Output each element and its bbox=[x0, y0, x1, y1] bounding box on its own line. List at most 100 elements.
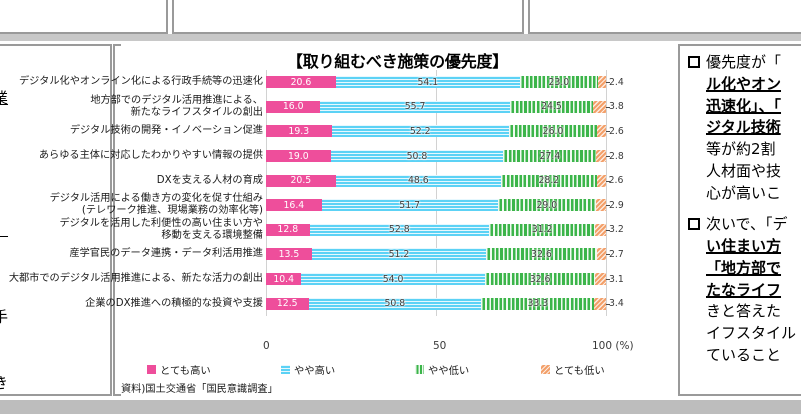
chart-value-label: 33.3 bbox=[527, 298, 549, 310]
chart-value-label: 54.0 bbox=[382, 273, 404, 285]
chart-leader-line bbox=[605, 180, 610, 182]
chart-stacked-bar: 16.4 51.7 29.0 2.9 bbox=[266, 199, 624, 212]
chart-value-label: 3.8 bbox=[608, 101, 624, 113]
left-col-line-9: 点につい bbox=[0, 339, 101, 361]
chart-bar-segment-4: 3.4 bbox=[594, 297, 624, 310]
top-box-middle-line-2: の取組みである。 bbox=[182, 0, 514, 3]
chart-stacked-bar: 19.3 52.2 26.0 2.6 bbox=[266, 125, 624, 138]
chart-value-label: 26.0 bbox=[542, 125, 564, 137]
rb2-line-6: イフスタイル bbox=[706, 324, 797, 342]
chart-value-label: 27.4 bbox=[539, 150, 561, 162]
chart-value-label: 12.8 bbox=[277, 224, 299, 236]
left-col-line-1: 消などの bbox=[0, 54, 101, 76]
chart-stacked-bar: 12.8 52.8 31.2 3.2 bbox=[266, 223, 624, 236]
chart-legend-item: やや低い bbox=[415, 362, 469, 377]
chart-stacked-bar: 13.5 51.2 32.6 2.7 bbox=[266, 248, 624, 261]
chart-value-label: 20.6 bbox=[290, 76, 312, 88]
left-col-line-10: り組むべき bbox=[0, 372, 101, 394]
chart-leader-line bbox=[605, 156, 610, 158]
chart-bar-segment-3: 29.0 bbox=[497, 199, 597, 212]
chart-bar-segment-2: 52.8 bbox=[309, 223, 490, 236]
chart-bar-segment-2: 51.2 bbox=[311, 248, 486, 261]
chart-value-label: 16.4 bbox=[283, 199, 305, 211]
chart-value-label: 13.5 bbox=[278, 248, 300, 260]
chart-bar-segment-2: 51.7 bbox=[321, 199, 498, 212]
chart-bar-segment-4: 3.1 bbox=[595, 273, 624, 286]
chart-bar-segment-3: 23.0 bbox=[519, 76, 598, 89]
chart-category-label: DXを支える人材の育成 bbox=[157, 175, 263, 187]
chart-value-label: 2.6 bbox=[608, 175, 624, 187]
chart-leader-line bbox=[605, 106, 610, 108]
chart-bar-segment-3: 27.4 bbox=[503, 150, 597, 163]
chart-value-label: 32.6 bbox=[529, 273, 551, 285]
left-column-edge-sliver bbox=[113, 44, 121, 396]
chart-panel: 【取り組むべき施策の優先度】 デジタル化やオンライン化による行政手続等の迅速化 2… bbox=[9, 44, 674, 396]
chart-bar-segment-1: 19.3 bbox=[266, 125, 332, 138]
chart-bar-segment-4: 2.4 bbox=[597, 76, 624, 89]
chart-legend-item: とても高い bbox=[147, 362, 211, 377]
chart-bar-segment-3: 32.6 bbox=[484, 273, 596, 286]
chart-value-label: 2.8 bbox=[608, 150, 624, 162]
right-bullet-2: 次いで、「デ い住まい方 「地方部で たなライフ きと答えた イフスタイル てい… bbox=[688, 214, 801, 366]
rb2-line-2: い住まい方 bbox=[706, 237, 782, 255]
chart-value-label: 12.5 bbox=[276, 298, 298, 310]
rb1-line-2: ル化やオン bbox=[706, 74, 782, 93]
chart-value-label: 50.8 bbox=[406, 150, 428, 162]
chart-category-label-line: (テレワーク推進、現場業務の効率化等) bbox=[81, 205, 263, 217]
chart-category-label-line: デジタルを活用した利便性の高い住まい方や bbox=[59, 218, 263, 230]
chart-category-label-line: デジタル化やオンライン化による行政手続等の迅速化 bbox=[19, 76, 263, 88]
chart-value-label: 3.1 bbox=[608, 273, 624, 285]
left-col-line-8: 善、担い手 bbox=[0, 306, 101, 328]
chart-value-label: 52.2 bbox=[409, 125, 431, 137]
chart-value-label: 52.8 bbox=[388, 224, 410, 236]
chart-category-label-line: 新たなライフスタイルの創出 bbox=[130, 106, 263, 118]
chart-value-label: 28.2 bbox=[538, 175, 560, 187]
chart-legend-label: とても高い bbox=[160, 365, 211, 377]
chart-category-label-line: デジタル技術の開発・イノベーション促進 bbox=[69, 125, 263, 137]
rb1-line-5: 等が約2割 bbox=[706, 140, 776, 158]
chart-bar-row: 産学官民のデータ連携・データ利活用推進 13.5 51.2 32.6 2.7 bbox=[69, 242, 674, 267]
chart-value-label: 2.7 bbox=[608, 248, 624, 260]
chart-value-label: 19.3 bbox=[288, 125, 310, 137]
chart-bar-segment-4: 2.6 bbox=[596, 174, 623, 187]
chart-bar-segment-3: 32.6 bbox=[485, 248, 597, 261]
right-bullet-1-text: 優先度が「 ル化やオン 迅速化」、「 ジタル技術 等が約2割 人材面や技 心が高… bbox=[706, 52, 781, 204]
rb2-line-3: 「地方部で bbox=[706, 258, 782, 277]
chart-bar-segment-2: 54.1 bbox=[335, 76, 520, 89]
chart-category-label-line: 大都市でのデジタル活用推進による、新たな活力の創出 bbox=[8, 273, 263, 285]
chart-title: 【取り組むべき施策の優先度】 bbox=[286, 52, 509, 71]
chart-value-label: 20.5 bbox=[290, 175, 312, 187]
chart-bar-segment-4: 3.2 bbox=[595, 223, 624, 236]
chart-value-label: 10.4 bbox=[273, 273, 295, 285]
chart-category-label: デジタル技術の開発・イノベーション促進 bbox=[70, 126, 263, 138]
rb2-line-1: 次いで、「デ bbox=[706, 215, 788, 234]
chart-legend-item: とても低い bbox=[541, 362, 605, 377]
chart-bar-segment-2: 52.2 bbox=[331, 125, 509, 138]
chart-value-label: 51.7 bbox=[399, 199, 420, 211]
chart-leader-line bbox=[605, 205, 610, 207]
chart-category-label-line: 移動を支える環境整備 bbox=[161, 229, 263, 241]
chart-leader-line bbox=[605, 254, 610, 256]
square-bullet-icon bbox=[688, 218, 700, 231]
top-boxes-strip: がうかがえる。 動運転バスを公道で定常運行する国内初 の取組みである。 労働環境… bbox=[0, 0, 801, 34]
top-box-middle: 動運転バスを公道で定常運行する国内初 の取組みである。 bbox=[172, 0, 524, 34]
left-col-spacer bbox=[0, 285, 101, 295]
chart-bar-segment-3: 24.5 bbox=[509, 100, 594, 113]
chart-bar-segment-1: 12.5 bbox=[266, 297, 309, 310]
chart-category-label: 産学官民のデータ連携・データ利活用推進 bbox=[69, 249, 263, 261]
rb2-line-5: きと答えた bbox=[706, 302, 782, 321]
chart-stacked-bar: 20.6 54.1 23.0 2.4 bbox=[266, 76, 624, 89]
rb1-line-4: ジタル技術 bbox=[706, 118, 781, 137]
chart-bar-segment-3: 26.0 bbox=[508, 125, 598, 138]
chart-bar-row: デジタル化やオンライン化による行政手続等の迅速化 20.6 54.1 23.0 2.4 bbox=[19, 70, 674, 95]
chart-category-label: デジタル活用による働き方の変化を促す仕組み (テレワーク推進、現場業務の効率化等) bbox=[50, 193, 263, 217]
chart-value-label: 51.2 bbox=[388, 248, 410, 260]
chart-bar-row: 地方部でのデジタル活用推進による、 新たなライフスタイルの創出 16.0 55.7 24… bbox=[90, 95, 674, 120]
chart-source-note: 資料)国土交通省「国民意識調査」 bbox=[121, 384, 278, 395]
left-col-line-6: 不足対策」 bbox=[0, 219, 101, 241]
rb1-line-7: 心が高いこ bbox=[706, 183, 782, 202]
chart-bar-segment-3: 31.2 bbox=[489, 223, 596, 236]
chart-category-label-line: デジタル活用による働き方の変化を促す仕組み bbox=[49, 193, 263, 205]
chart-bar-row: デジタル技術の開発・イノベーション促進 19.3 52.2 26.0 2.6 bbox=[70, 119, 674, 144]
